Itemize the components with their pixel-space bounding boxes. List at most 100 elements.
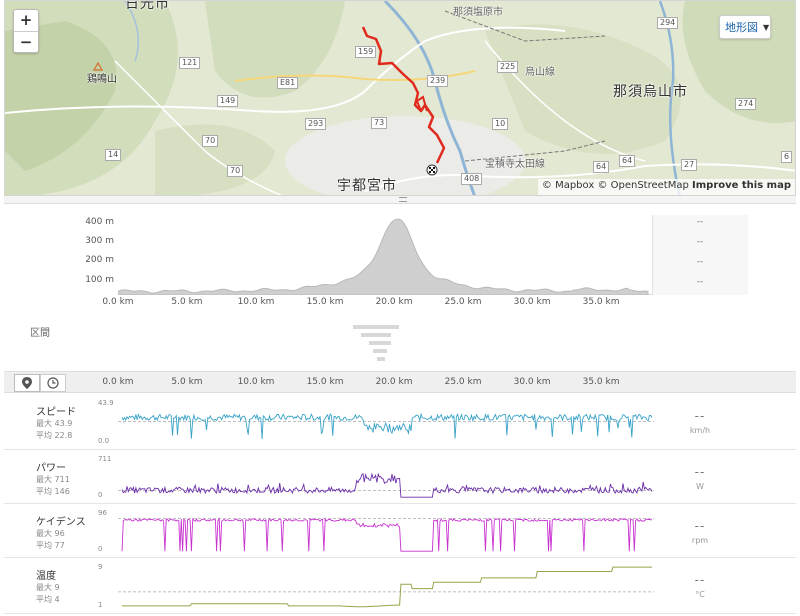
place-nasukarasuyama: 那須烏山市 <box>613 84 688 100</box>
route-badge: 64 <box>593 161 610 173</box>
stream-axis-max: 43.9 <box>98 399 114 407</box>
map-attribution: © Mapbox © OpenStreetMap Improve this ma… <box>537 179 795 195</box>
stream-meta: ケイデンス 最大 96 平均 77 <box>4 505 96 557</box>
streams-x-tick: 25.0 km <box>444 377 482 387</box>
stream-plot <box>118 472 654 498</box>
place-rail-north: 烏山線 <box>525 67 555 78</box>
streams-x-tick: 30.0 km <box>513 377 551 387</box>
elevation-side-value: -- <box>696 217 704 227</box>
stream-name: 温度 <box>36 571 56 582</box>
route-badge: 73 <box>371 117 388 129</box>
stream-row[interactable]: 温度 最大 9 平均 4 9 1 -- °C <box>4 559 796 614</box>
elevation-x-tick: 10.0 km <box>237 297 275 307</box>
stream-avg: 平均 4 <box>36 595 60 604</box>
zoom-out-button[interactable]: − <box>14 31 38 52</box>
route-badge: 121 <box>179 57 201 69</box>
stream-name: パワー <box>36 463 66 474</box>
osm-link[interactable]: © OpenStreetMap <box>597 180 689 191</box>
stream-plot <box>118 412 654 439</box>
place-rail-east: 宝積寺太田線 <box>485 159 545 170</box>
map-type-dropdown[interactable]: 地形図 ▼ <box>719 15 771 39</box>
route-badge: 27 <box>681 159 698 171</box>
route-badge: 10 <box>492 118 509 130</box>
streams-x-tick: 5.0 km <box>171 377 203 387</box>
stream-meta: パワー 最大 711 平均 146 <box>4 451 96 503</box>
elevation-chart[interactable]: -- -- -- -- 400 m 300 m 200 m 100 m 0.0 … <box>4 205 796 315</box>
clock-icon <box>47 377 59 389</box>
route-badge: 294 <box>657 17 679 29</box>
zoom-in-button[interactable]: + <box>19 11 33 29</box>
stream-line <box>122 566 652 608</box>
resize-handle[interactable] <box>4 196 796 204</box>
stream-row[interactable]: パワー 最大 711 平均 146 711 0 -- W <box>4 451 796 504</box>
stream-axis-min: 1 <box>98 601 103 609</box>
stream-meta: 温度 最大 9 平均 4 <box>4 559 96 613</box>
stream-max: 最大 9 <box>36 583 60 592</box>
stream-plot <box>118 566 654 608</box>
elevation-x-tick: 5.0 km <box>171 297 203 307</box>
stream-avg: 平均 146 <box>36 487 70 496</box>
stream-unit: km/h <box>689 426 711 435</box>
streams-x-tick: 20.0 km <box>375 377 413 387</box>
route-badge: 70 <box>227 165 244 177</box>
mapbox-link[interactable]: © Mapbox <box>541 180 595 191</box>
stream-value-panel: -- °C <box>652 559 748 613</box>
elevation-side-value: -- <box>696 237 704 247</box>
stream-max: 最大 711 <box>36 475 70 484</box>
elevation-side-value: -- <box>696 257 704 267</box>
finish-flag-icon <box>426 164 438 176</box>
time-toggle-button[interactable] <box>40 374 66 392</box>
streams-x-tick: 0.0 km <box>102 377 134 387</box>
stream-line <box>121 412 653 439</box>
stream-axis-min: 0 <box>98 545 103 553</box>
streams-x-tick: 35.0 km <box>582 377 620 387</box>
segments-empty-icon <box>353 325 399 361</box>
stream-row[interactable]: スピード 最大 43.9 平均 22.8 43.9 0.0 -- km/h <box>4 395 796 450</box>
elevation-x-tick: 0.0 km <box>102 297 134 307</box>
elevation-x-tick: 25.0 km <box>444 297 482 307</box>
stream-value-panel: -- km/h <box>652 395 748 449</box>
stream-avg: 平均 77 <box>36 541 65 550</box>
stream-max: 最大 96 <box>36 529 65 538</box>
elevation-y-label: 100 m <box>85 275 114 285</box>
route-badge: 225 <box>497 61 519 73</box>
stream-current-value: -- <box>694 519 706 533</box>
stream-value-panel: -- rpm <box>652 505 748 557</box>
route-badge: 408 <box>461 173 483 185</box>
stream-axis-max: 96 <box>98 509 107 517</box>
stream-line <box>121 517 653 552</box>
route-map[interactable]: 宇都宮市 那須烏山市 日光市 鶏鳴山 那須塩原市 宝積寺太田線 烏山線 121 … <box>4 0 796 196</box>
stream-avg: 平均 22.8 <box>36 431 73 440</box>
grip-icon <box>399 197 407 202</box>
stream-current-value: -- <box>694 409 706 423</box>
map-type-label: 地形図 <box>725 21 758 34</box>
route-badge: 64 <box>619 155 636 167</box>
streams-x-tick: 10.0 km <box>237 377 275 387</box>
place-utsunomiya: 宇都宮市 <box>337 178 397 194</box>
improve-map-link[interactable]: Improve this map <box>692 180 791 191</box>
distance-toggle-button[interactable] <box>14 374 40 392</box>
route-badge: 14 <box>105 149 122 161</box>
map-pin-icon <box>22 377 32 389</box>
streams-x-tick: 15.0 km <box>306 377 344 387</box>
stream-plot <box>118 517 654 552</box>
route-badge: 70 <box>202 135 219 147</box>
route-badge: E81 <box>277 77 299 89</box>
route-badge: 159 <box>355 46 377 58</box>
elevation-y-label: 300 m <box>85 236 114 246</box>
place-nikko: 日光市 <box>125 0 170 12</box>
caret-down-icon: ▼ <box>763 22 770 32</box>
streams-header: 0.0 km 5.0 km 10.0 km 15.0 km 20.0 km 25.0 km… <box>4 371 796 393</box>
route-badge: 274 <box>735 98 757 110</box>
stream-row[interactable]: ケイデンス 最大 96 平均 77 96 0 -- rpm <box>4 505 796 558</box>
elevation-y-label: 200 m <box>85 255 114 265</box>
elevation-x-tick: 15.0 km <box>306 297 344 307</box>
stream-unit: °C <box>695 590 705 599</box>
segments-label: 区間 <box>30 328 50 339</box>
route-badge: 293 <box>305 118 327 130</box>
route-badge: 6 <box>781 151 793 163</box>
stream-line <box>121 472 653 498</box>
elevation-plot <box>118 218 652 295</box>
route-badge: 149 <box>217 95 239 107</box>
place-keimeisan: 鶏鳴山 <box>87 74 117 85</box>
